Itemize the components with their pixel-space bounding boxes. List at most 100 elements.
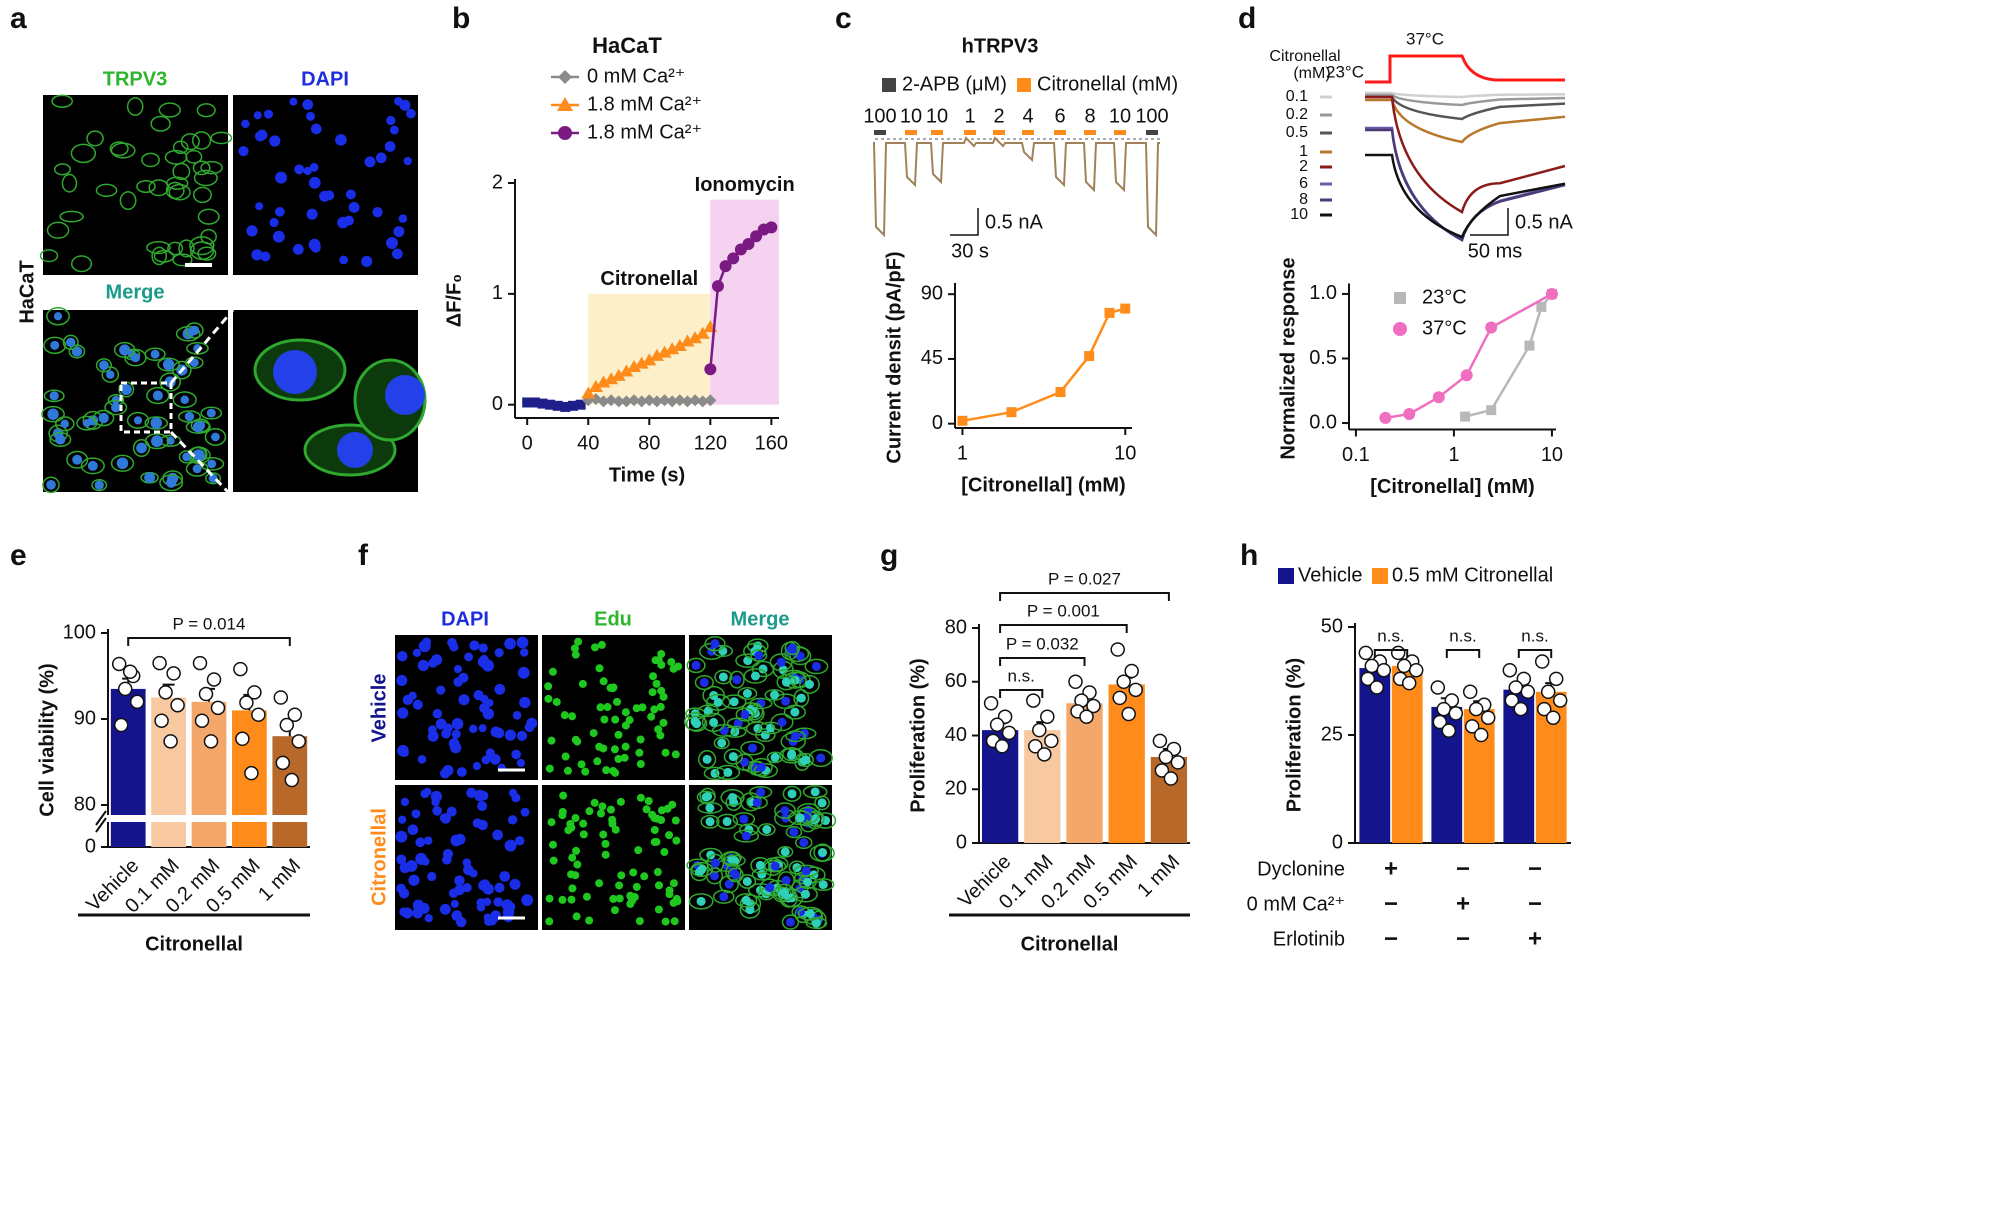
cell xyxy=(544,694,553,703)
nucleus xyxy=(454,875,465,886)
x-tick-label: 1 mM xyxy=(1133,851,1184,902)
condition-mark: − xyxy=(1456,855,1470,882)
cell xyxy=(136,179,156,194)
nucleus xyxy=(705,803,715,813)
temperature-trace xyxy=(1365,54,1565,84)
stimulus-label: 10 xyxy=(926,105,948,127)
nucleus xyxy=(421,857,430,866)
cell xyxy=(577,760,586,769)
data-dot xyxy=(1124,663,1139,679)
cell xyxy=(720,788,745,806)
nucleus xyxy=(423,836,433,845)
nucleus xyxy=(810,787,820,797)
cell xyxy=(788,810,813,826)
cell xyxy=(172,391,197,409)
cell xyxy=(735,707,755,722)
cell xyxy=(76,415,98,431)
significance-label: P = 0.027 xyxy=(1048,569,1121,588)
condition-mark: − xyxy=(1384,925,1398,952)
nucleus xyxy=(397,650,408,662)
nucleus xyxy=(692,719,702,729)
nucleus xyxy=(481,755,491,765)
cell xyxy=(743,668,768,684)
nucleus xyxy=(817,798,827,808)
nucleus xyxy=(805,909,815,919)
nucleus xyxy=(691,660,701,670)
cell xyxy=(715,764,741,781)
data-dot xyxy=(239,695,254,710)
y-axis-label: Proliferation (%) xyxy=(907,658,929,812)
stimulus-bar xyxy=(1084,130,1096,135)
cell xyxy=(568,884,577,893)
cell xyxy=(43,389,65,403)
image-label: DAPI xyxy=(441,608,489,630)
cell xyxy=(548,840,557,849)
data-point xyxy=(628,394,641,407)
nucleus xyxy=(182,452,192,462)
cell xyxy=(774,802,796,819)
panel-letter: h xyxy=(1240,539,1258,572)
data-point xyxy=(529,397,540,408)
y-tick-label: 0.5 xyxy=(1309,347,1337,369)
nucleus xyxy=(385,375,425,415)
nucleus xyxy=(482,708,495,720)
cell xyxy=(661,917,670,926)
nucleus xyxy=(442,764,454,776)
nucleus xyxy=(386,237,398,249)
image-label: TRPV3 xyxy=(103,68,167,90)
y-axis-label: Current densit (pA/pF) xyxy=(883,251,905,463)
y-tick-label: 0 xyxy=(85,835,96,857)
legend-marker xyxy=(1394,292,1406,304)
cell xyxy=(80,457,105,475)
nucleus xyxy=(795,813,805,823)
cell xyxy=(653,868,662,877)
legend-swatch xyxy=(1017,78,1031,92)
nucleus xyxy=(799,838,809,848)
cell xyxy=(673,897,682,906)
nucleus xyxy=(504,729,517,741)
series-line xyxy=(1385,292,1553,420)
nucleus xyxy=(386,115,396,126)
cell xyxy=(602,766,611,775)
nucleus xyxy=(427,871,437,882)
data-point xyxy=(560,401,571,412)
condition-mark: + xyxy=(1384,855,1398,882)
x-axis-label: Time (s) xyxy=(609,464,685,486)
nucleus xyxy=(396,856,406,865)
nucleus xyxy=(472,761,481,771)
cell xyxy=(613,697,622,706)
stimulus-bar xyxy=(993,130,1005,135)
cell xyxy=(126,411,150,429)
nucleus xyxy=(511,793,521,803)
nucleus xyxy=(180,395,189,404)
cell xyxy=(168,183,191,201)
stimulus-bar xyxy=(1022,130,1034,135)
data-point xyxy=(634,356,649,369)
data-dot xyxy=(1468,701,1484,717)
nucleus xyxy=(781,875,791,885)
nucleus xyxy=(517,666,530,679)
cell xyxy=(764,689,785,701)
condition-label: Dyclonine xyxy=(1257,858,1345,880)
significance-bracket xyxy=(999,689,1044,698)
nucleus xyxy=(397,707,409,719)
cell xyxy=(609,766,618,775)
nucleus xyxy=(415,837,426,848)
condition-label: 0 mM Ca²⁺ xyxy=(1247,893,1345,915)
cell xyxy=(585,916,594,925)
cell xyxy=(785,730,806,743)
nucleus xyxy=(514,836,525,846)
nucleus xyxy=(803,810,813,820)
nucleus xyxy=(494,648,504,658)
nucleus xyxy=(710,639,720,649)
nucleus xyxy=(412,699,423,710)
x-axis-label: [Citronellal] (mM) xyxy=(1370,476,1534,498)
zoom-box xyxy=(119,381,173,434)
cell xyxy=(566,819,575,828)
cell xyxy=(51,94,73,108)
data-point xyxy=(575,399,586,410)
cell xyxy=(70,255,93,273)
nucleus xyxy=(466,787,477,799)
nucleus xyxy=(717,738,727,748)
